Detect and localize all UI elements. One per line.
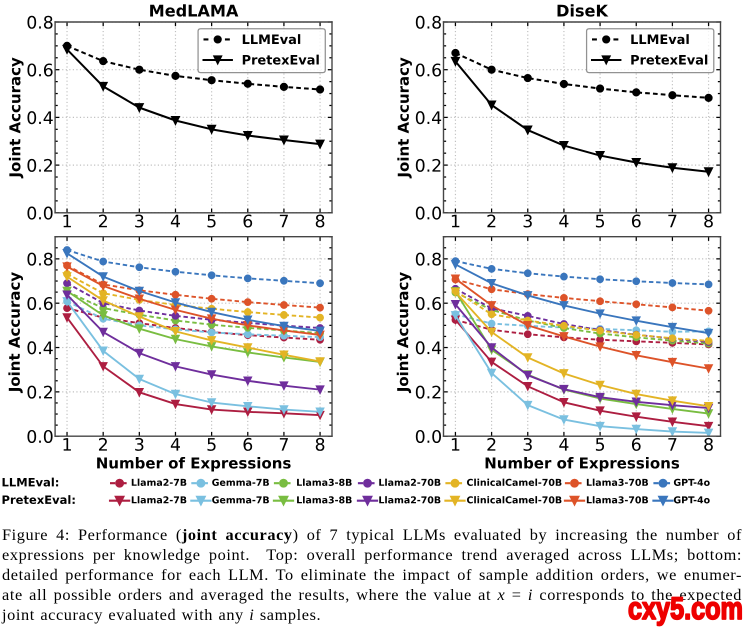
svg-text:cxy5.com: cxy5.com <box>628 593 743 626</box>
